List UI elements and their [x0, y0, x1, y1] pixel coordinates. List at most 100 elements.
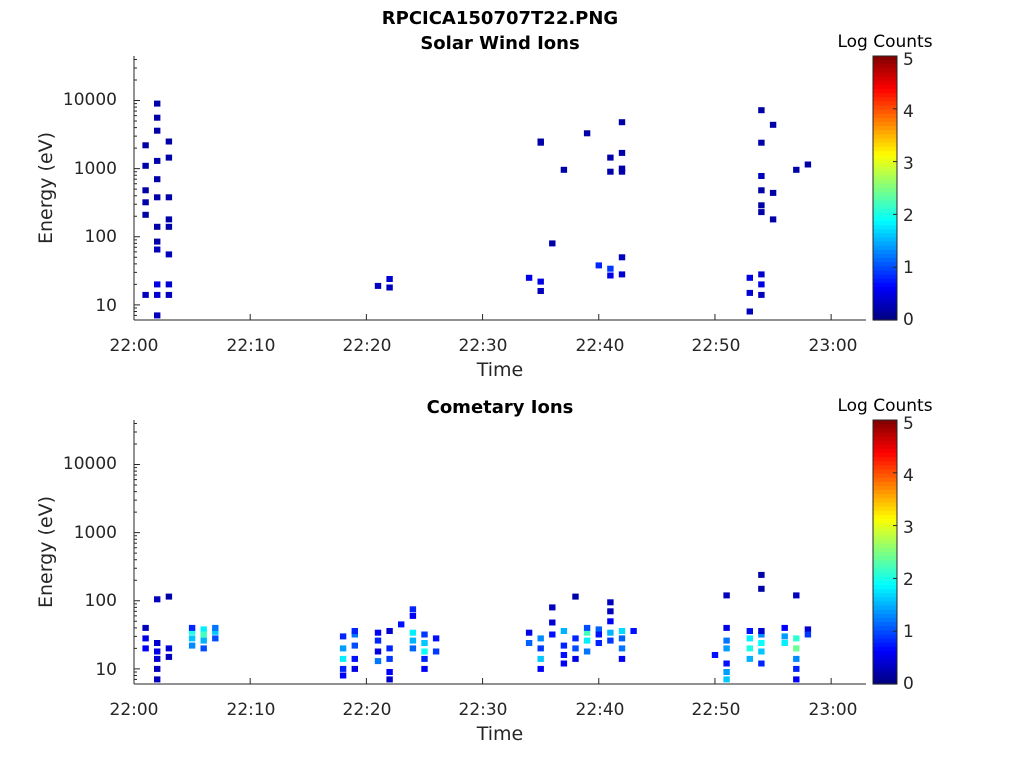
- heatmap-cell: [142, 199, 149, 206]
- colorbar-swatch: [873, 436, 897, 442]
- colorbar-swatch: [873, 663, 897, 669]
- heatmap-cell: [549, 631, 556, 638]
- x-tick-label: 22:20: [343, 700, 392, 720]
- colorbar-swatch: [873, 580, 897, 586]
- heatmap-cell: [351, 642, 358, 649]
- colorbar-swatch: [873, 420, 897, 425]
- colorbar-swatch: [873, 188, 897, 193]
- heatmap-cell: [351, 655, 358, 662]
- heatmap-cell: [793, 166, 800, 173]
- colorbar-swatch: [873, 221, 897, 226]
- heatmap-cell: [154, 665, 161, 672]
- colorbar-swatch: [873, 233, 897, 239]
- colorbar-swatch: [873, 543, 897, 549]
- colorbar-swatch: [873, 249, 897, 255]
- colorbar-swatch: [873, 287, 897, 292]
- heatmap-cell: [595, 631, 602, 638]
- x-tick-label: 22:40: [576, 336, 625, 356]
- heatmap-cell: [607, 265, 614, 272]
- heatmap-cell: [758, 628, 765, 634]
- heatmap-cell: [525, 629, 533, 636]
- heatmap-cell: [804, 631, 812, 638]
- heatmap-cell: [758, 585, 765, 592]
- colorbar-swatch: [873, 465, 897, 471]
- heatmap-cell: [723, 660, 730, 667]
- heatmap-cell: [154, 100, 161, 107]
- colorbar-swatch: [873, 142, 897, 148]
- heatmap-cell: [595, 262, 602, 269]
- heatmap-cell: [351, 631, 358, 638]
- heatmap-cell: [154, 676, 161, 683]
- heatmap-cell: [804, 626, 812, 633]
- colorbar-swatch: [873, 568, 897, 574]
- colorbar-swatch: [873, 254, 897, 259]
- heatmap-cell: [165, 593, 173, 600]
- colorbar-swatch: [873, 531, 897, 537]
- heatmap-cell: [746, 635, 753, 642]
- heatmap-cell: [781, 640, 788, 646]
- heatmap-cell: [758, 271, 765, 278]
- heatmap-cell: [746, 655, 753, 662]
- heatmap-cell: [758, 107, 765, 114]
- heatmap-cell: [769, 189, 777, 196]
- heatmap-cell: [758, 281, 765, 288]
- colorbar-swatch: [873, 642, 897, 648]
- colorbar-swatch: [873, 163, 897, 168]
- heatmap-cell: [781, 633, 788, 640]
- colorbar-swatch: [873, 109, 897, 115]
- panel-solar-wind: Solar Wind Ions Log Counts Energy (eV) T…: [35, 32, 933, 381]
- heatmap-cell: [142, 187, 149, 194]
- colorbar-swatch: [873, 671, 897, 677]
- y-tick-label: 1000: [74, 159, 117, 179]
- heatmap-cell: [165, 223, 173, 230]
- heatmap-cell: [618, 149, 626, 156]
- colorbar-swatch: [873, 564, 897, 570]
- colorbar-swatch: [873, 150, 897, 156]
- heatmap-cell: [723, 637, 730, 644]
- colorbar-swatch: [873, 630, 897, 636]
- heatmap-cell: [165, 216, 173, 223]
- x-tick-label: 22:50: [692, 336, 741, 356]
- heatmap-cell: [723, 624, 730, 631]
- heatmap-cell: [618, 254, 626, 261]
- heatmap-cell: [537, 288, 544, 294]
- heatmap-cell: [154, 114, 161, 121]
- colorbar-tick-label: 1: [903, 622, 914, 642]
- colorbar-swatch: [873, 192, 897, 197]
- heatmap-cell: [212, 628, 219, 635]
- colorbar-swatch: [873, 556, 897, 561]
- heatmap-cell: [746, 628, 753, 634]
- heatmap-cell: [421, 655, 428, 662]
- figure-title: RPCICA150707T22.PNG: [382, 8, 618, 29]
- heatmap-cell: [560, 652, 568, 658]
- colorbar-swatch: [873, 204, 897, 210]
- heatmap-cell: [386, 655, 393, 662]
- heatmap-cell: [758, 173, 765, 179]
- heatmap-cell: [618, 165, 626, 172]
- heatmap-cell: [537, 655, 544, 662]
- colorbar-tick-label: 0: [903, 310, 914, 330]
- colorbar-swatch: [873, 113, 897, 119]
- y-tick-label: 100: [85, 591, 117, 611]
- heatmap-cell: [386, 645, 393, 652]
- heatmap-cell: [374, 629, 382, 636]
- colorbar-swatch: [873, 634, 897, 640]
- colorbar-swatch: [873, 274, 897, 280]
- heatmap-cell: [409, 637, 417, 644]
- panel-title: Solar Wind Ions: [420, 33, 579, 54]
- heatmap-cell: [618, 635, 626, 642]
- colorbar-swatch: [873, 93, 897, 98]
- heatmap-cell: [165, 138, 173, 145]
- colorbar-swatch: [873, 311, 897, 317]
- colorbar-swatch: [873, 68, 897, 74]
- heatmap-cell: [421, 640, 428, 646]
- x-tick-label: 22:00: [110, 700, 159, 720]
- x-tick-label: 22:10: [227, 700, 276, 720]
- heatmap-cell: [583, 637, 591, 644]
- heatmap-cell: [142, 635, 149, 642]
- heatmap-cell: [607, 599, 614, 606]
- heatmap-cell: [154, 238, 161, 245]
- heatmap-cell: [398, 621, 405, 628]
- heatmap-cell: [351, 628, 358, 634]
